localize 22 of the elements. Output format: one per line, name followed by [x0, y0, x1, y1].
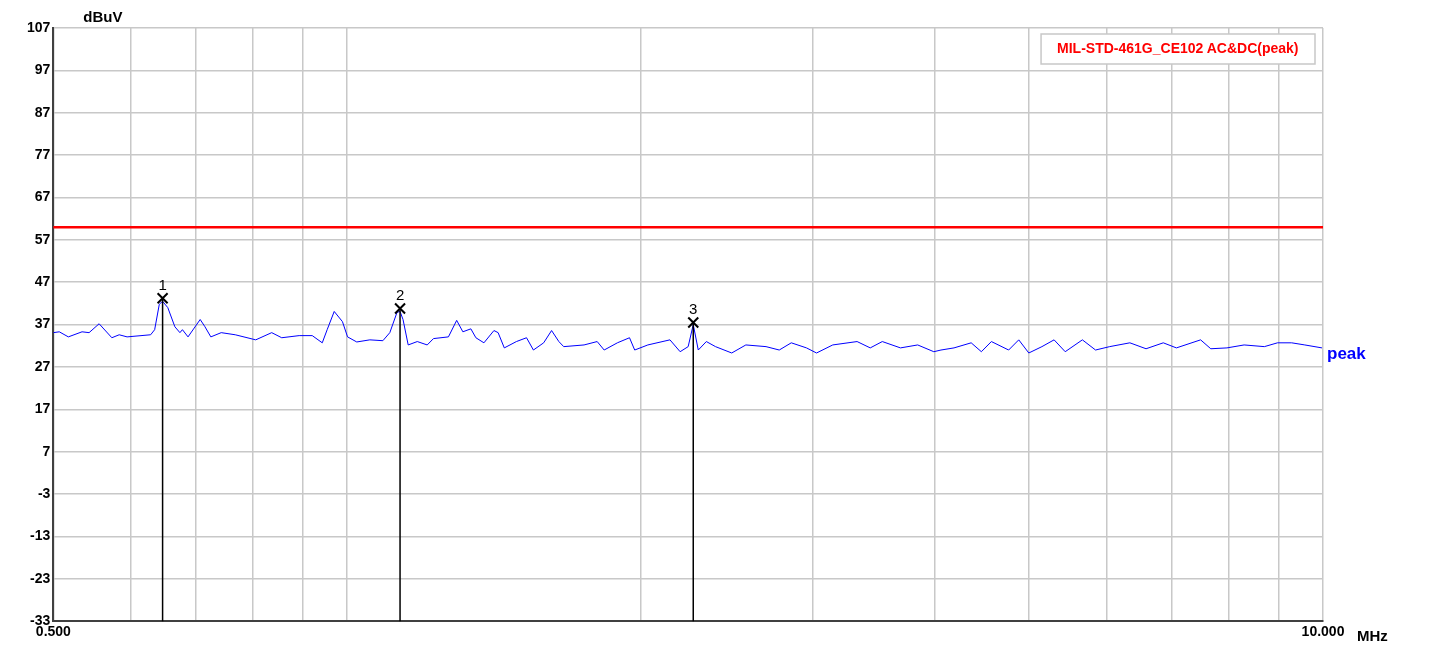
y-tick-label: 7 [42, 442, 51, 459]
y-tick-label: 27 [34, 357, 51, 374]
y-tick-label: 97 [34, 61, 51, 78]
ref-line-label: MIL-STD-461G_CE102 AC&DC(peak) [1057, 39, 1299, 56]
y-tick-label: 87 [34, 103, 51, 120]
y-tick-label: 47 [34, 273, 51, 290]
y-tick-label: -3 [37, 484, 51, 501]
annotation: 1 [158, 275, 167, 293]
y-tick-label: 37 [34, 315, 51, 332]
y-tick-label: 77 [34, 145, 51, 162]
x-tick-label: 10.000 [1301, 623, 1345, 640]
series-label: peak [1327, 343, 1367, 363]
annotation: 2 [395, 286, 405, 304]
y-tick-label: 67 [34, 188, 51, 205]
y-tick-label: -13 [30, 527, 51, 544]
x-axis-title: MHz [1357, 626, 1388, 644]
y-tick-label: 107 [27, 18, 51, 35]
y-axis-title: dBuV [83, 7, 123, 25]
y-tick-label: 57 [34, 230, 51, 247]
y-tick-label: 17 [34, 400, 51, 417]
y-tick-label: -23 [30, 569, 51, 586]
annotation: 3 [689, 300, 698, 318]
